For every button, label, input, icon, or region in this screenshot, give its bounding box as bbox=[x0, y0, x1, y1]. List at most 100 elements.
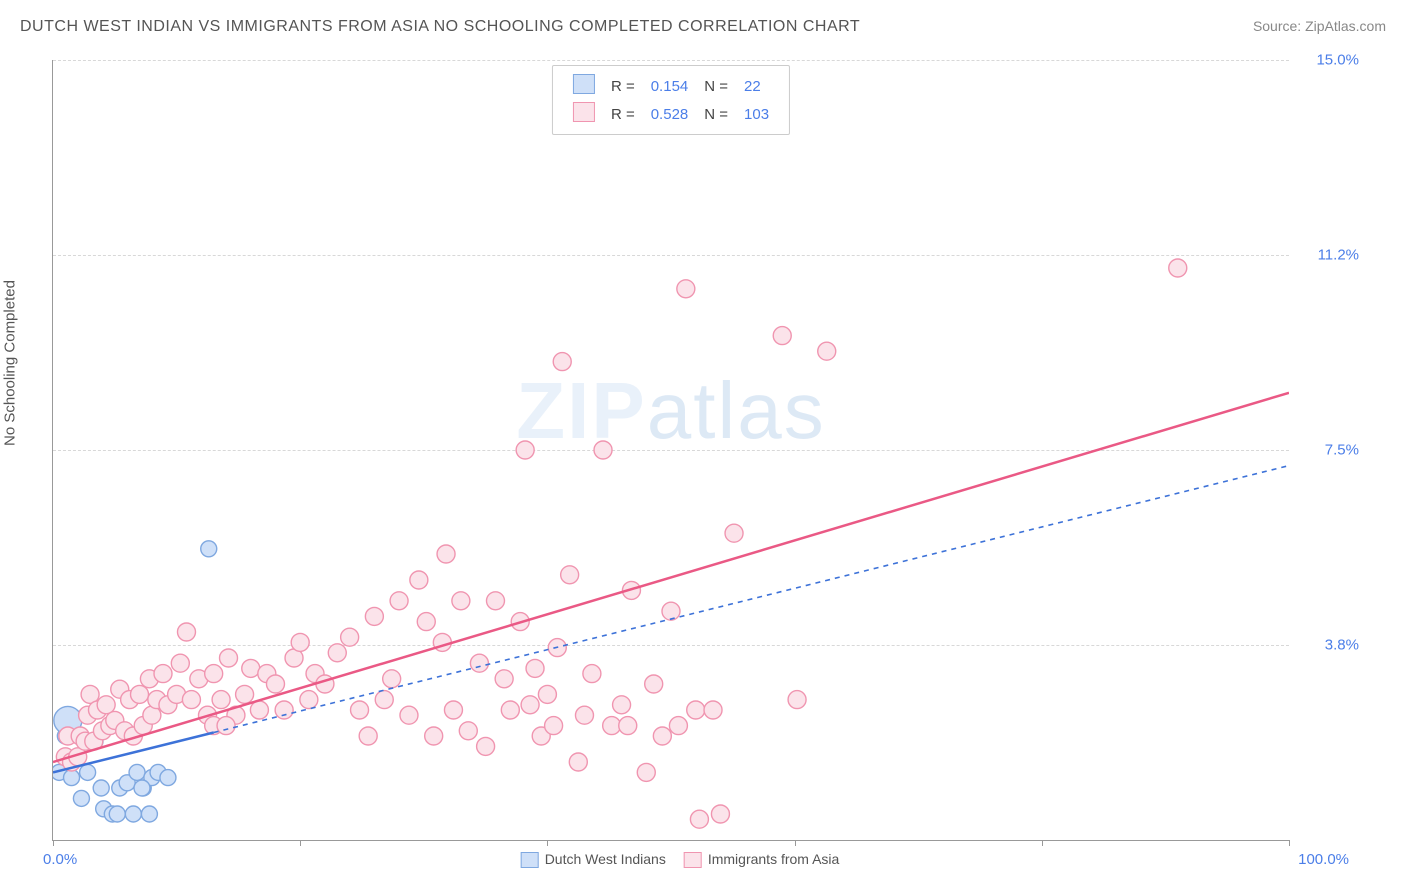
scatter-point bbox=[275, 701, 293, 719]
x-tick bbox=[1289, 840, 1290, 846]
scatter-point bbox=[205, 665, 223, 683]
x-tick bbox=[795, 840, 796, 846]
y-tick-label: 3.8% bbox=[1299, 637, 1359, 654]
scatter-point bbox=[553, 353, 571, 371]
scatter-point bbox=[521, 696, 539, 714]
scatter-point bbox=[154, 665, 172, 683]
scatter-point bbox=[662, 602, 680, 620]
scatter-point bbox=[328, 644, 346, 662]
legend-row-series-1: R = 0.154 N = 22 bbox=[565, 72, 777, 100]
y-axis-label: No Schooling Completed bbox=[2, 280, 19, 446]
chart-canvas bbox=[53, 60, 1289, 840]
scatter-point bbox=[160, 770, 176, 786]
scatter-point bbox=[134, 780, 150, 796]
scatter-point bbox=[561, 566, 579, 584]
scatter-point bbox=[300, 691, 318, 709]
scatter-point bbox=[131, 685, 149, 703]
scatter-point bbox=[669, 717, 687, 735]
y-tick-label: 11.2% bbox=[1299, 247, 1359, 264]
scatter-point bbox=[538, 685, 556, 703]
scatter-point bbox=[545, 717, 563, 735]
scatter-point bbox=[201, 541, 217, 557]
scatter-point bbox=[711, 805, 729, 823]
scatter-point bbox=[788, 691, 806, 709]
legend-swatch-1 bbox=[573, 74, 595, 94]
scatter-point bbox=[569, 753, 587, 771]
scatter-point bbox=[425, 727, 443, 745]
scatter-point bbox=[501, 701, 519, 719]
scatter-point bbox=[80, 764, 96, 780]
scatter-point bbox=[818, 342, 836, 360]
scatter-point bbox=[452, 592, 470, 610]
x-axis-min-label: 0.0% bbox=[43, 851, 77, 868]
x-tick bbox=[1042, 840, 1043, 846]
scatter-point bbox=[526, 659, 544, 677]
scatter-point bbox=[653, 727, 671, 745]
scatter-point bbox=[1169, 259, 1187, 277]
scatter-point bbox=[400, 706, 418, 724]
scatter-point bbox=[73, 790, 89, 806]
scatter-point bbox=[437, 545, 455, 563]
scatter-point bbox=[250, 701, 268, 719]
scatter-point bbox=[93, 780, 109, 796]
scatter-point bbox=[645, 675, 663, 693]
scatter-point bbox=[690, 810, 708, 828]
scatter-point bbox=[266, 675, 284, 693]
legend-swatch bbox=[684, 852, 702, 868]
scatter-point bbox=[459, 722, 477, 740]
scatter-point bbox=[704, 701, 722, 719]
scatter-point bbox=[365, 607, 383, 625]
scatter-point bbox=[444, 701, 462, 719]
scatter-point bbox=[495, 670, 513, 688]
y-tick-label: 7.5% bbox=[1299, 442, 1359, 459]
scatter-point bbox=[773, 327, 791, 345]
x-axis-max-label: 100.0% bbox=[1298, 851, 1349, 868]
scatter-point bbox=[242, 659, 260, 677]
x-tick bbox=[53, 840, 54, 846]
plot-area: ZIPatlas R = 0.154 N = 22 R = 0.528 N = … bbox=[52, 60, 1289, 841]
correlation-legend: R = 0.154 N = 22 R = 0.528 N = 103 bbox=[552, 65, 790, 135]
chart-title: DUTCH WEST INDIAN VS IMMIGRANTS FROM ASI… bbox=[20, 18, 860, 36]
scatter-point bbox=[141, 806, 157, 822]
scatter-point bbox=[583, 665, 601, 683]
scatter-point bbox=[594, 441, 612, 459]
scatter-point bbox=[410, 571, 428, 589]
scatter-point bbox=[637, 763, 655, 781]
scatter-point bbox=[217, 717, 235, 735]
scatter-point bbox=[516, 441, 534, 459]
x-tick bbox=[547, 840, 548, 846]
scatter-point bbox=[390, 592, 408, 610]
scatter-point bbox=[64, 770, 80, 786]
scatter-point bbox=[603, 717, 621, 735]
scatter-point bbox=[291, 633, 309, 651]
scatter-point bbox=[613, 696, 631, 714]
scatter-point bbox=[220, 649, 238, 667]
scatter-point bbox=[477, 737, 495, 755]
y-tick-label: 15.0% bbox=[1299, 52, 1359, 69]
source-attribution: Source: ZipAtlas.com bbox=[1253, 18, 1386, 34]
scatter-point bbox=[687, 701, 705, 719]
scatter-point bbox=[677, 280, 695, 298]
legend-swatch bbox=[521, 852, 539, 868]
scatter-point bbox=[470, 654, 488, 672]
x-tick bbox=[300, 840, 301, 846]
legend-label: Immigrants from Asia bbox=[708, 851, 839, 867]
legend-swatch-2 bbox=[573, 102, 595, 122]
scatter-point bbox=[212, 691, 230, 709]
scatter-point bbox=[182, 691, 200, 709]
scatter-point bbox=[341, 628, 359, 646]
scatter-point bbox=[236, 685, 254, 703]
scatter-point bbox=[129, 764, 145, 780]
scatter-point bbox=[417, 613, 435, 631]
scatter-point bbox=[177, 623, 195, 641]
scatter-point bbox=[125, 806, 141, 822]
scatter-point bbox=[359, 727, 377, 745]
legend-label: Dutch West Indians bbox=[545, 851, 666, 867]
scatter-point bbox=[109, 806, 125, 822]
scatter-point bbox=[383, 670, 401, 688]
scatter-point bbox=[575, 706, 593, 724]
scatter-point bbox=[486, 592, 504, 610]
scatter-point bbox=[375, 691, 393, 709]
scatter-point bbox=[171, 654, 189, 672]
scatter-point bbox=[619, 717, 637, 735]
